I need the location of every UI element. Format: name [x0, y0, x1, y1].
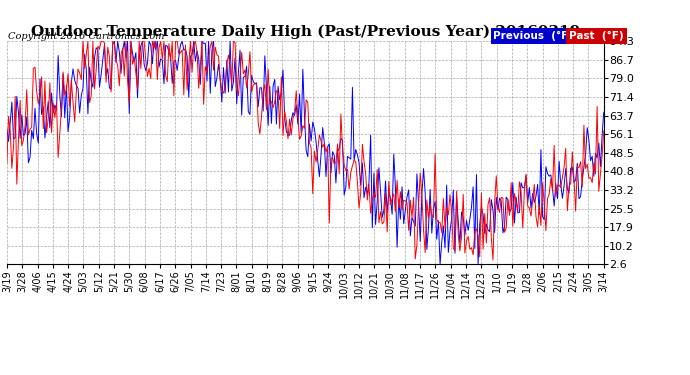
Title: Outdoor Temperature Daily High (Past/Previous Year) 20160319: Outdoor Temperature Daily High (Past/Pre… [30, 24, 580, 39]
Text: Previous  (°F): Previous (°F) [493, 31, 573, 41]
Text: Past  (°F): Past (°F) [569, 31, 624, 41]
Text: Copyright 2016 Cartronics.com: Copyright 2016 Cartronics.com [8, 32, 165, 41]
